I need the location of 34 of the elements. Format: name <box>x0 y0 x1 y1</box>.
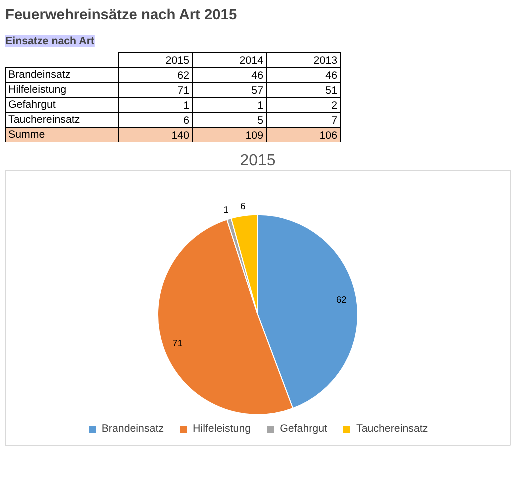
data-label: 106 <box>320 130 338 142</box>
data-label: 46 <box>252 70 264 82</box>
text: Einsatze nach Art <box>6 36 95 48</box>
data-label: 1 <box>184 100 190 112</box>
y-tick-label: Gefahrgut <box>8 99 56 111</box>
data-label: 46 <box>326 70 338 82</box>
legend-label: Tauchereinsatz <box>356 423 428 435</box>
data-label: 6 <box>184 115 190 127</box>
data-label: 71 <box>172 338 183 348</box>
chart-title: 2015 <box>240 152 276 170</box>
y-tick-label: Hilfeleistung <box>8 84 67 96</box>
data-label: 2 <box>332 100 338 112</box>
x-tick-label: 2013 <box>314 55 338 67</box>
data-label: 109 <box>246 130 264 142</box>
data-label: 51 <box>326 85 338 97</box>
data-label: 140 <box>172 130 190 142</box>
x-tick-label: 2015 <box>166 55 190 67</box>
data-label: 1 <box>224 205 229 216</box>
data-label: 5 <box>258 115 264 127</box>
chart-title: Feuerwehreinsätze nach Art 2015 <box>6 8 238 24</box>
legend-label: Gefahrgut <box>280 423 328 435</box>
data-label: 62 <box>336 295 347 306</box>
data-label: 7 <box>332 115 338 127</box>
legend-label: Brandeinsatz <box>102 423 164 435</box>
legend-label: Hilfeleistung <box>193 423 252 435</box>
x-tick-label: 2014 <box>240 55 264 67</box>
data-label: 1 <box>258 100 264 112</box>
data-label: 57 <box>252 85 264 97</box>
data-label: 62 <box>178 70 190 82</box>
data-label: 71 <box>178 85 190 97</box>
y-tick-label: Summe <box>8 129 46 141</box>
y-tick-label: Brandeinsatz <box>8 69 71 81</box>
y-tick-label: Tauchereinsatz <box>8 114 80 126</box>
data-label: 6 <box>240 201 246 212</box>
